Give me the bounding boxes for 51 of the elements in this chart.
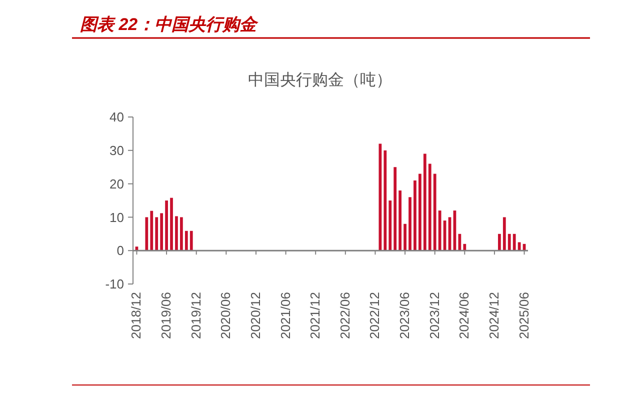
x-tick-label: 2024/06 [456,292,472,339]
bar [498,234,501,251]
bar [408,197,412,251]
bar [438,210,442,251]
y-tick-label: 40 [110,110,124,125]
bar [175,216,178,251]
x-tick-label: 2025/06 [516,292,532,339]
y-tick-label: -10 [105,276,124,292]
bar [180,217,183,251]
bar [155,217,158,251]
y-tick-label: 30 [110,142,124,158]
x-tick-label: 2023/12 [426,292,442,339]
bar [458,234,462,251]
bar [418,174,422,251]
bar [508,234,511,251]
bar [423,154,426,251]
bar [502,217,506,251]
bar [160,213,164,251]
bar [414,180,416,251]
chart-subtitle: 中国央行购金（吨） [248,71,392,89]
x-tick-label: 2023/06 [397,292,412,339]
x-tick-label: 2020/06 [218,292,234,339]
bar [394,167,397,251]
bar [388,200,392,251]
bar [190,230,193,251]
bar [170,198,173,251]
y-tick-label: 10 [110,210,124,225]
x-tick-label: 2021/12 [308,292,323,339]
x-tick-label: 2021/06 [278,292,293,339]
x-tick-label: 2024/12 [486,292,502,339]
x-tick-label: 2018/12 [128,292,144,339]
x-tick-label: 2022/12 [367,292,382,339]
bar [384,150,387,251]
x-tick-label: 2019/12 [188,292,204,339]
bar [165,200,168,251]
bar [378,144,382,251]
x-tick-label: 2019/06 [158,292,174,339]
bar [398,190,402,251]
bar [433,174,436,251]
y-tick-label: 20 [110,176,124,192]
x-tick-label: 2020/12 [248,292,263,339]
bar [512,234,516,251]
bar [428,164,432,251]
bar [145,217,148,251]
bar [463,244,466,251]
bar [404,224,406,251]
y-tick-label: 0 [116,243,124,258]
chart-title: 图表 22：中国央行购金 [80,15,259,34]
x-tick-label: 2022/06 [337,292,352,339]
bar [184,230,188,251]
bar [150,210,154,251]
